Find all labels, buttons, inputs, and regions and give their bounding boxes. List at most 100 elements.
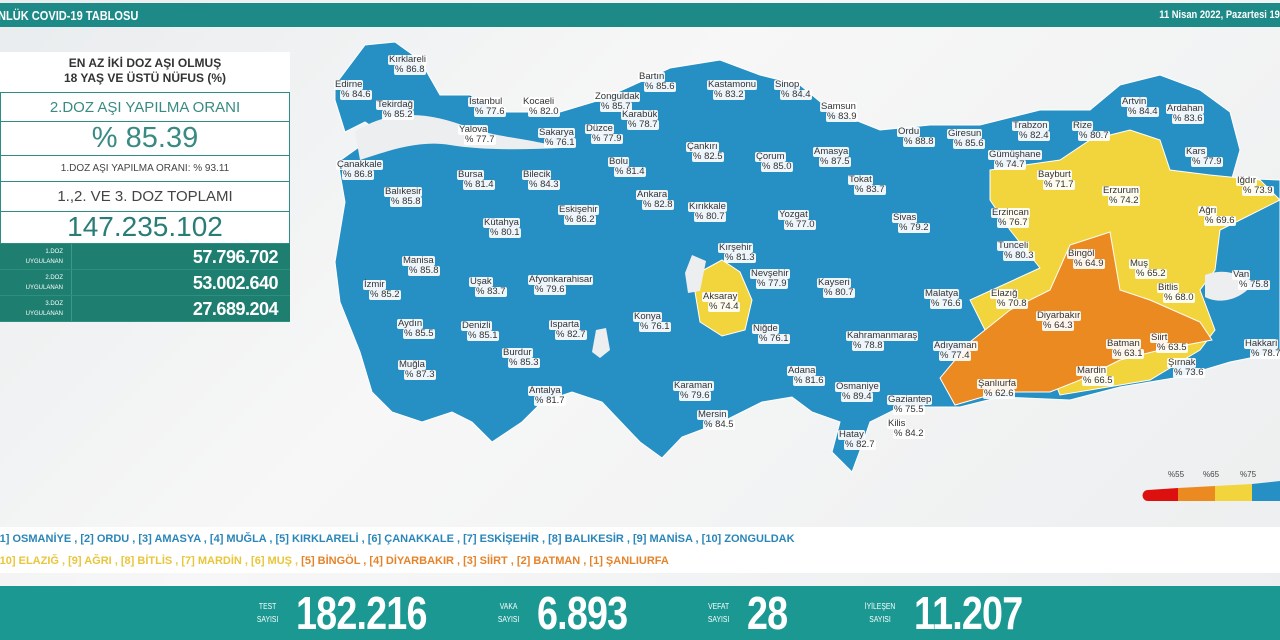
- province-label[interactable]: Denizli% 85.1: [461, 321, 499, 341]
- province-label[interactable]: Kütahya% 80.1: [483, 218, 521, 238]
- province-name: Bitlis: [1157, 282, 1180, 293]
- province-label[interactable]: Aydın% 85.5: [397, 319, 435, 339]
- province-label[interactable]: Malatya% 76.6: [924, 289, 962, 309]
- province-label[interactable]: Amasya% 87.5: [813, 147, 851, 167]
- province-label[interactable]: Sinop% 84.4: [774, 80, 812, 100]
- province-label[interactable]: Çankırı% 82.5: [686, 142, 724, 162]
- province-name: Gümüşhane: [988, 149, 1042, 160]
- province-name: Nevşehir: [750, 268, 790, 279]
- province-label[interactable]: Elazığ% 70.8: [990, 289, 1028, 309]
- province-label[interactable]: Bartın% 85.6: [638, 72, 676, 92]
- province-label[interactable]: Van% 75.8: [1232, 270, 1270, 290]
- province-name: Kırklareli: [388, 54, 427, 65]
- province-label[interactable]: Adıyaman% 77.4: [933, 341, 978, 361]
- province-label[interactable]: Bilecik% 84.3: [522, 170, 560, 190]
- province-label[interactable]: Diyarbakır% 64.3: [1036, 311, 1082, 331]
- province-label[interactable]: Şanlıurfa% 62.6: [977, 379, 1018, 399]
- province-label[interactable]: Kahramanmaraş% 78.8: [846, 331, 919, 351]
- province-label[interactable]: Erzurum% 74.2: [1102, 186, 1140, 206]
- province-label[interactable]: Ordu% 88.8: [897, 127, 935, 147]
- province-label[interactable]: Bayburt% 71.7: [1037, 170, 1075, 190]
- dose-value: 53.002.640: [192, 273, 279, 293]
- province-label[interactable]: Yozgat% 77.0: [778, 210, 816, 230]
- province-label[interactable]: Kırşehir% 81.3: [718, 243, 756, 263]
- province-name: Ankara: [636, 189, 669, 200]
- province-label[interactable]: Giresun% 85.6: [947, 129, 985, 149]
- province-label[interactable]: Şırnak% 73.6: [1167, 358, 1205, 378]
- province-label[interactable]: Bitlis% 68.0: [1157, 283, 1195, 303]
- province-label[interactable]: Muğla% 87.3: [398, 360, 436, 380]
- province-label[interactable]: İzmir% 85.2: [363, 280, 401, 300]
- province-label[interactable]: Kocaeli% 82.0: [522, 97, 560, 117]
- province-label[interactable]: Uşak% 83.7: [469, 277, 507, 297]
- province-label[interactable]: Mardin% 66.5: [1076, 366, 1114, 386]
- province-label[interactable]: Siirt% 63.5: [1150, 333, 1188, 353]
- province-value: % 78.7: [1250, 348, 1280, 359]
- province-label[interactable]: Aksaray% 74.4: [702, 292, 740, 312]
- province-label[interactable]: Karabük% 78.7: [621, 110, 659, 130]
- province-label[interactable]: Tokat% 83.7: [848, 175, 886, 195]
- province-label[interactable]: Karaman% 79.6: [673, 381, 714, 401]
- province-label[interactable]: Çorum% 85.0: [755, 152, 793, 172]
- province-label[interactable]: Sakarya% 76.1: [538, 128, 576, 148]
- province-label[interactable]: İstanbul% 77.6: [468, 97, 506, 117]
- stat-label: VAKA: [499, 602, 518, 611]
- province-label[interactable]: Kilis% 84.2: [887, 419, 925, 439]
- province-value: % 83.9: [826, 111, 858, 122]
- province-label[interactable]: Sivas% 79.2: [892, 213, 930, 233]
- province-label[interactable]: Balıkesir% 85.8: [384, 187, 423, 207]
- province-label[interactable]: Ardahan% 83.6: [1166, 104, 1204, 124]
- province-label[interactable]: Gaziantep% 75.5: [887, 395, 933, 415]
- province-label[interactable]: Muş% 65.2: [1129, 259, 1167, 279]
- province-name: Yalova: [458, 124, 489, 135]
- province-label[interactable]: Samsun% 83.9: [820, 102, 858, 122]
- province-label[interactable]: Burdur% 85.3: [502, 348, 540, 368]
- province-label[interactable]: Erzincan% 76.7: [991, 208, 1030, 228]
- province-label[interactable]: Batman% 63.1: [1106, 339, 1144, 359]
- province-label[interactable]: Kars% 77.9: [1185, 147, 1223, 167]
- province-label[interactable]: Manisa% 85.8: [402, 256, 440, 276]
- province-label[interactable]: Kastamonu% 83.2: [707, 80, 758, 100]
- province-label[interactable]: Zonguldak% 85.7: [594, 91, 641, 112]
- province-label[interactable]: Niğde% 76.1: [752, 324, 790, 344]
- province-label[interactable]: Edirne% 84.6: [334, 80, 372, 100]
- stat-deaths: VEFAT SAYISI 28: [706, 586, 796, 640]
- province-label[interactable]: Gümüşhane% 74.7: [988, 150, 1042, 170]
- province-label[interactable]: Isparta% 82.7: [549, 320, 587, 340]
- province-label[interactable]: Düzce% 77.9: [585, 124, 623, 144]
- province-name: Eskişehir: [558, 204, 599, 215]
- province-label[interactable]: Ağrı% 69.6: [1198, 206, 1236, 226]
- province-value: % 70.8: [996, 298, 1028, 309]
- province-label[interactable]: Nevşehir% 77.9: [750, 269, 790, 289]
- province-label[interactable]: Afyonkarahisar% 79.6: [528, 275, 594, 295]
- province-label[interactable]: Artvin% 84.4: [1121, 97, 1159, 117]
- province-label[interactable]: Tekirdağ% 85.2: [376, 100, 414, 120]
- province-label[interactable]: Hakkari% 78.7: [1244, 339, 1280, 359]
- province-name: Düzce: [585, 123, 614, 134]
- province-label[interactable]: Hatay% 82.7: [838, 430, 876, 450]
- province-label[interactable]: Eskişehir% 86.2: [558, 205, 599, 225]
- province-name: Muğla: [398, 359, 426, 370]
- province-label[interactable]: Kırıkkale% 80.7: [688, 202, 727, 222]
- province-name: Zonguldak: [594, 91, 641, 102]
- province-label[interactable]: Çanakkale% 86.8: [336, 160, 383, 180]
- province-value: % 66.5: [1082, 375, 1114, 386]
- province-label[interactable]: Rize% 80.7: [1072, 121, 1110, 141]
- top-ranking: [1] OSMANİYE , [2] ORDU , [3] AMASYA , […: [0, 533, 795, 545]
- province-label[interactable]: Osmaniye% 89.4: [835, 382, 880, 402]
- province-label[interactable]: Konya% 76.1: [633, 312, 671, 332]
- province-label[interactable]: Tunceli% 80.3: [997, 241, 1035, 261]
- province-label[interactable]: Bolu% 81.4: [608, 157, 646, 177]
- bottom-ranking-orange: [5] BİNGÖL , [4] DİYARBAKIR , [3] SİİRT …: [298, 555, 669, 567]
- province-label[interactable]: Kırklareli% 86.8: [388, 55, 427, 75]
- province-label[interactable]: Ankara% 82.8: [636, 190, 674, 210]
- province-label[interactable]: Trabzon% 82.4: [1012, 121, 1050, 141]
- province-label[interactable]: Kayseri% 80.7: [817, 278, 855, 298]
- province-label[interactable]: Mersin% 84.5: [697, 410, 735, 430]
- province-label[interactable]: Antalya% 81.7: [528, 386, 566, 406]
- province-label[interactable]: Adana% 81.6: [787, 366, 825, 386]
- province-label[interactable]: Bursa% 81.4: [457, 170, 495, 190]
- province-label[interactable]: Iğdır% 73.9: [1236, 176, 1274, 196]
- province-label[interactable]: Bingöl% 64.9: [1067, 249, 1105, 269]
- province-label[interactable]: Yalova% 77.7: [458, 125, 496, 145]
